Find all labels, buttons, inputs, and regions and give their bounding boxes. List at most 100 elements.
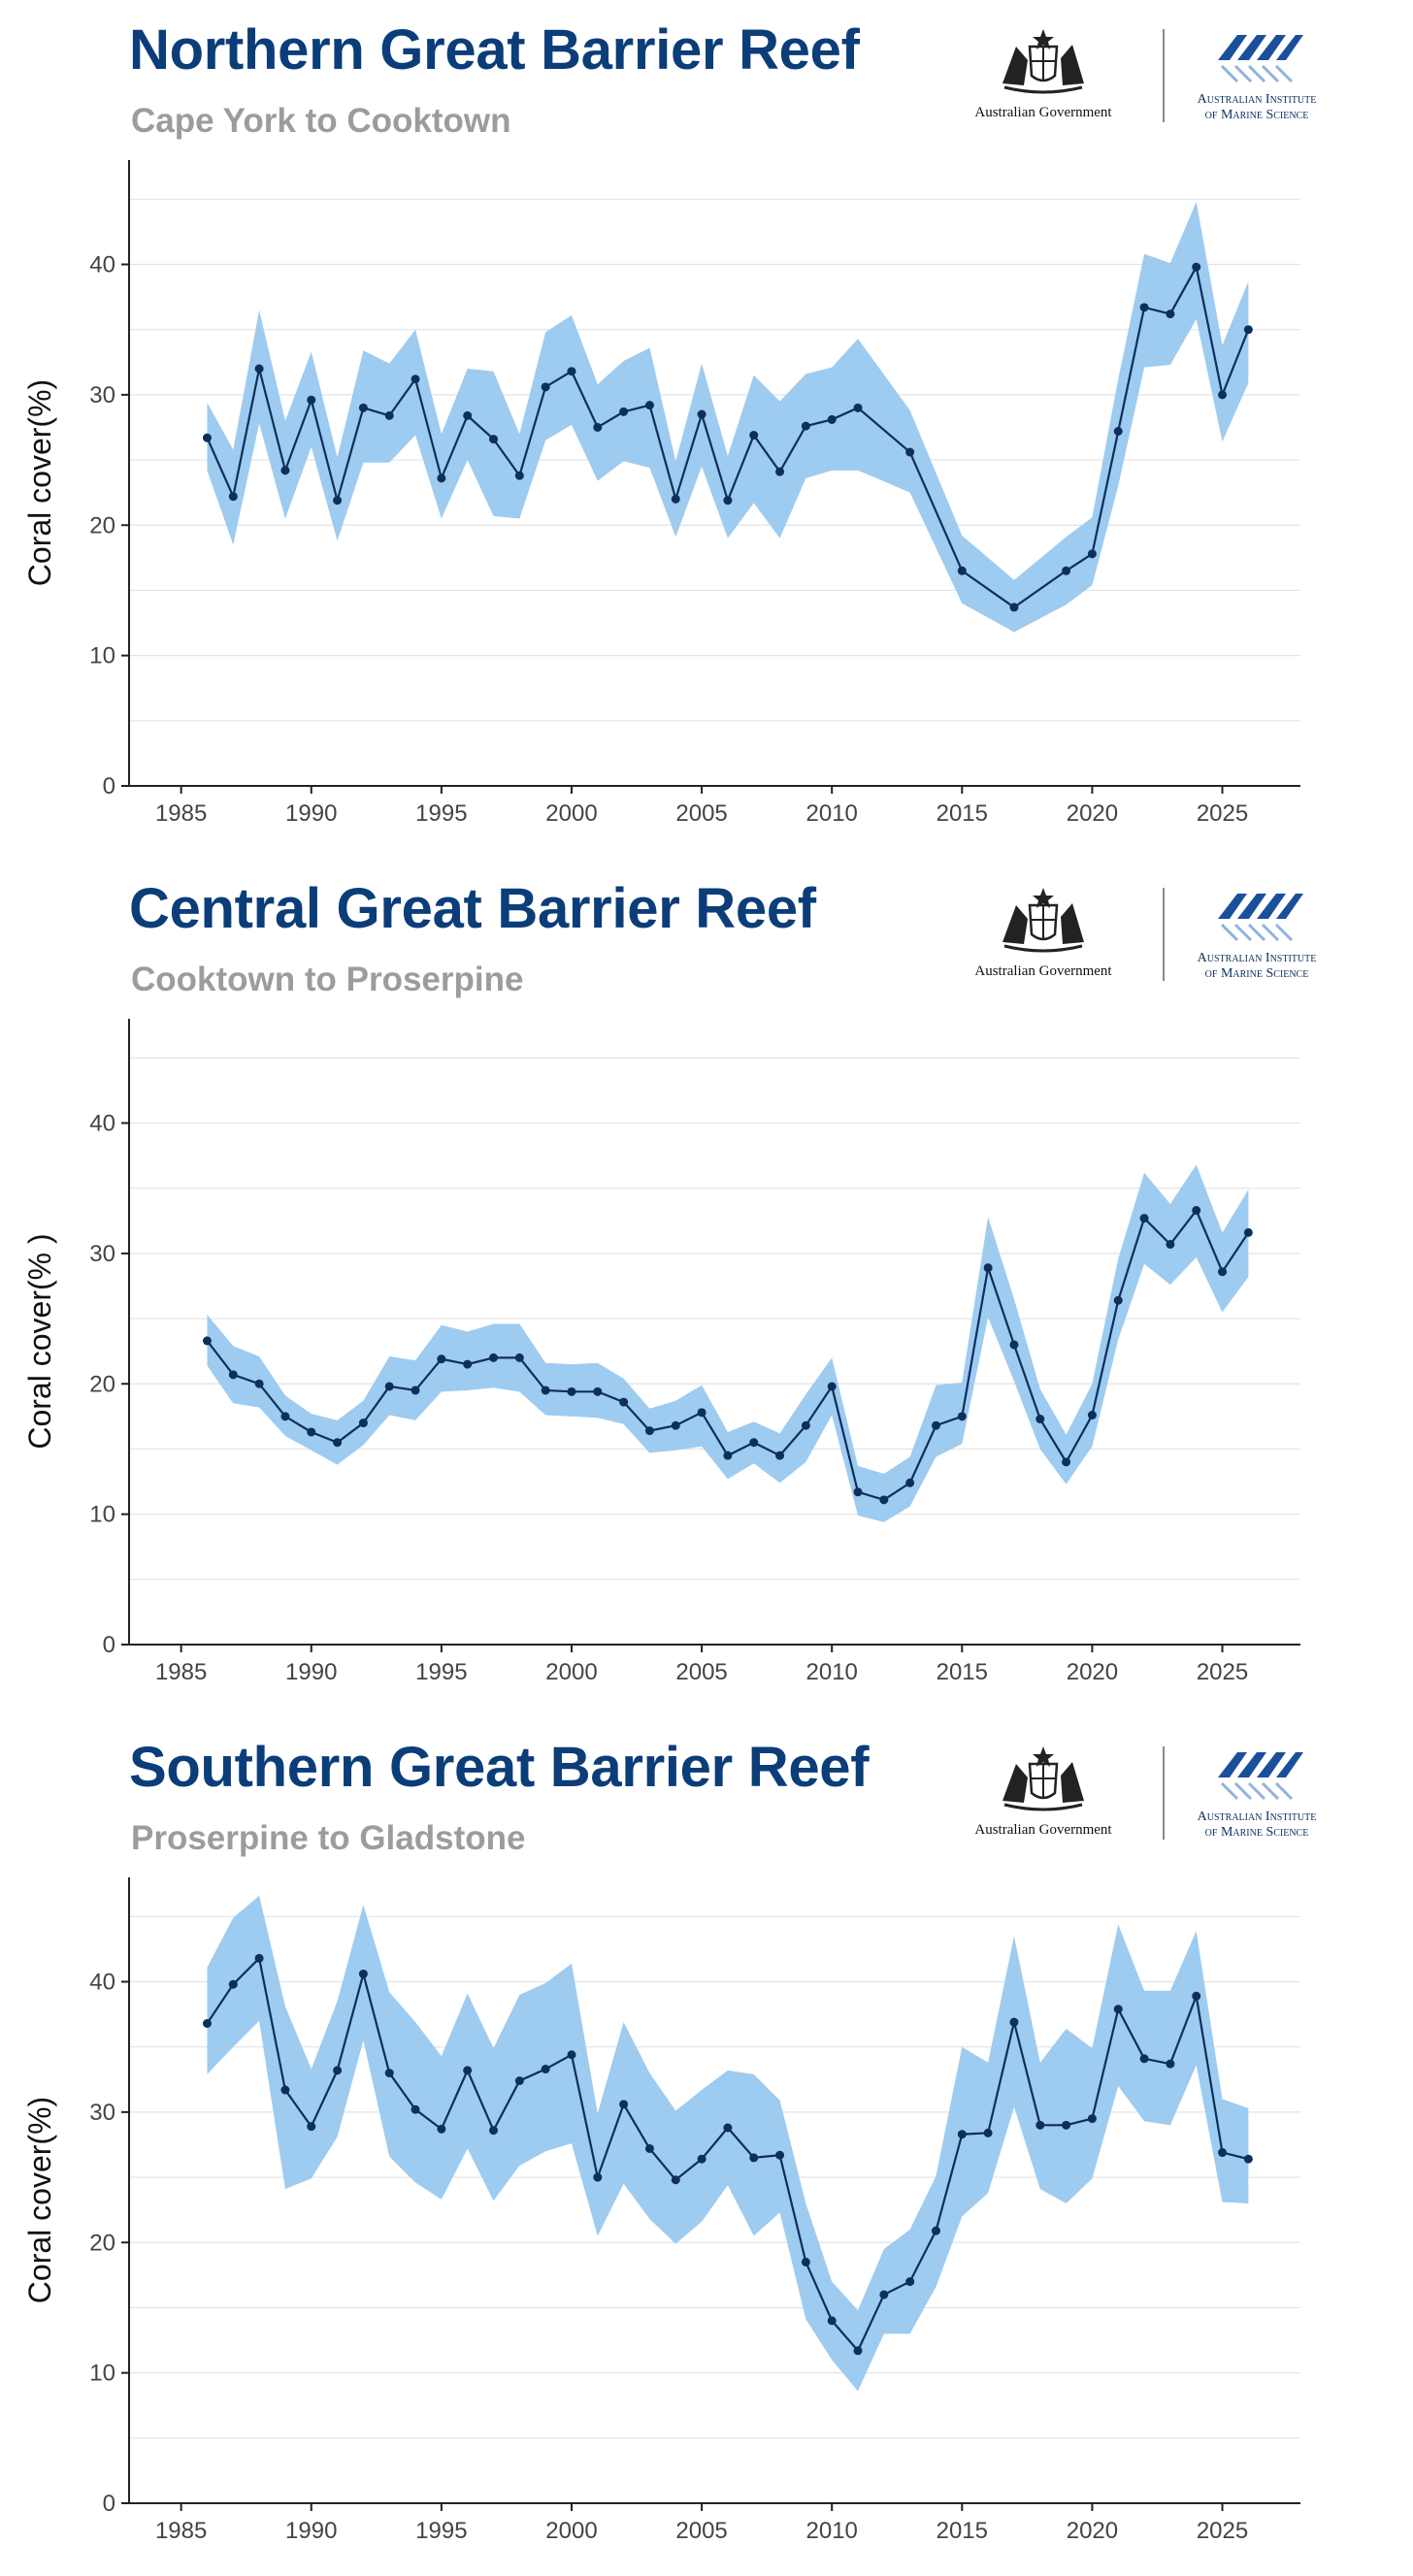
data-point <box>411 375 420 384</box>
confidence-band <box>207 1895 1249 2392</box>
data-point <box>307 395 316 405</box>
data-point <box>358 1418 368 1428</box>
data-point <box>228 1979 238 1989</box>
data-point <box>593 422 603 432</box>
x-tick-label: 1985 <box>155 2518 207 2544</box>
data-point <box>931 1420 940 1430</box>
x-tick-label: 2020 <box>1067 800 1118 827</box>
data-point <box>644 1426 654 1436</box>
data-point <box>307 2122 316 2132</box>
data-point <box>1009 2017 1019 2027</box>
data-point <box>723 496 733 505</box>
data-point <box>853 403 863 412</box>
x-tick-label: 1995 <box>415 1659 467 1685</box>
y-tick-label: 0 <box>103 1632 115 1658</box>
data-point <box>671 1420 680 1430</box>
data-point <box>280 2085 290 2095</box>
data-point <box>384 2069 394 2078</box>
data-point <box>1035 2120 1045 2130</box>
data-point <box>202 1336 212 1346</box>
data-point <box>749 431 759 440</box>
data-point <box>489 2126 499 2136</box>
x-tick-label: 1995 <box>415 800 467 827</box>
data-point <box>697 1408 706 1418</box>
data-point <box>228 1370 238 1380</box>
x-tick-label: 2025 <box>1197 2518 1248 2544</box>
x-tick-label: 2010 <box>806 800 858 827</box>
y-tick-label: 10 <box>89 643 115 669</box>
aims-logo-icon <box>1218 1752 1303 1801</box>
institute-line-2: of Marine Science <box>1204 966 1309 981</box>
x-tick-label: 1985 <box>155 800 207 827</box>
data-point <box>723 1451 733 1460</box>
y-tick-label: 40 <box>89 1111 115 1137</box>
data-point <box>254 1953 264 1963</box>
data-point <box>1243 325 1253 335</box>
government-label: Australian Government <box>974 963 1112 979</box>
logo-block: Australian Government Australian Institu… <box>946 21 1354 128</box>
x-tick-label: 2000 <box>545 2518 597 2544</box>
data-point <box>983 2128 993 2137</box>
x-tick-label: 1995 <box>415 2518 467 2544</box>
y-axis-label: Coral cover(%) <box>22 379 57 586</box>
data-point <box>1139 1214 1149 1223</box>
y-tick-label: 30 <box>89 1241 115 1267</box>
x-tick-label: 2015 <box>937 800 988 827</box>
data-point <box>567 367 576 376</box>
data-point <box>853 1487 863 1497</box>
data-point <box>437 1354 446 1364</box>
x-tick-label: 2015 <box>937 2518 988 2544</box>
x-tick-label: 2025 <box>1197 1659 1248 1685</box>
data-point <box>1087 2114 1097 2124</box>
y-tick-label: 10 <box>89 2361 115 2387</box>
logo-divider <box>1163 1746 1165 1840</box>
x-tick-label: 1990 <box>285 2518 337 2544</box>
data-point <box>905 2277 915 2287</box>
data-point <box>228 492 238 502</box>
data-point <box>489 1353 499 1362</box>
data-point <box>853 2346 863 2356</box>
data-point <box>541 1386 550 1395</box>
data-point <box>437 473 446 483</box>
x-tick-label: 2010 <box>806 1659 858 1685</box>
data-point <box>827 2316 837 2326</box>
data-point <box>1139 2054 1149 2064</box>
coat-of-arms-icon <box>1002 1746 1084 1811</box>
data-point <box>1218 390 1228 400</box>
data-point <box>931 2226 940 2235</box>
data-point <box>957 1412 967 1421</box>
data-point <box>671 2175 680 2185</box>
data-point <box>879 1495 889 1505</box>
data-point <box>619 1397 629 1407</box>
data-point <box>1218 2148 1228 2158</box>
y-tick-label: 0 <box>103 773 115 799</box>
institute-line-1: Australian Institute <box>1197 92 1317 107</box>
data-point <box>384 1382 394 1391</box>
data-point <box>593 1386 603 1396</box>
data-point <box>619 2100 629 2109</box>
x-tick-label: 2015 <box>937 1659 988 1685</box>
x-tick-label: 1990 <box>285 800 337 827</box>
y-tick-label: 20 <box>89 512 115 538</box>
data-point <box>437 2124 446 2134</box>
data-point <box>567 1386 576 1396</box>
data-point <box>384 410 394 420</box>
chart-panel-northern: Northern Great Barrier Reef Cape York to… <box>0 0 1413 859</box>
data-point <box>333 496 343 505</box>
data-point <box>775 1451 785 1460</box>
data-point <box>1166 1239 1175 1249</box>
data-point <box>593 2172 603 2182</box>
data-point <box>723 2123 733 2133</box>
x-tick-label: 2000 <box>545 800 597 827</box>
y-axis-label: Coral cover(% ) <box>22 1233 57 1449</box>
data-point <box>541 382 550 392</box>
data-point <box>411 2104 420 2114</box>
x-tick-label: 2000 <box>545 1659 597 1685</box>
data-point <box>1035 1415 1045 1424</box>
data-point <box>307 1427 316 1437</box>
data-point <box>1113 427 1123 436</box>
data-point <box>1113 1295 1123 1305</box>
data-point <box>1192 262 1201 272</box>
chart-title: Southern Great Barrier Reef <box>129 1736 870 1799</box>
data-point <box>1192 1206 1201 1216</box>
